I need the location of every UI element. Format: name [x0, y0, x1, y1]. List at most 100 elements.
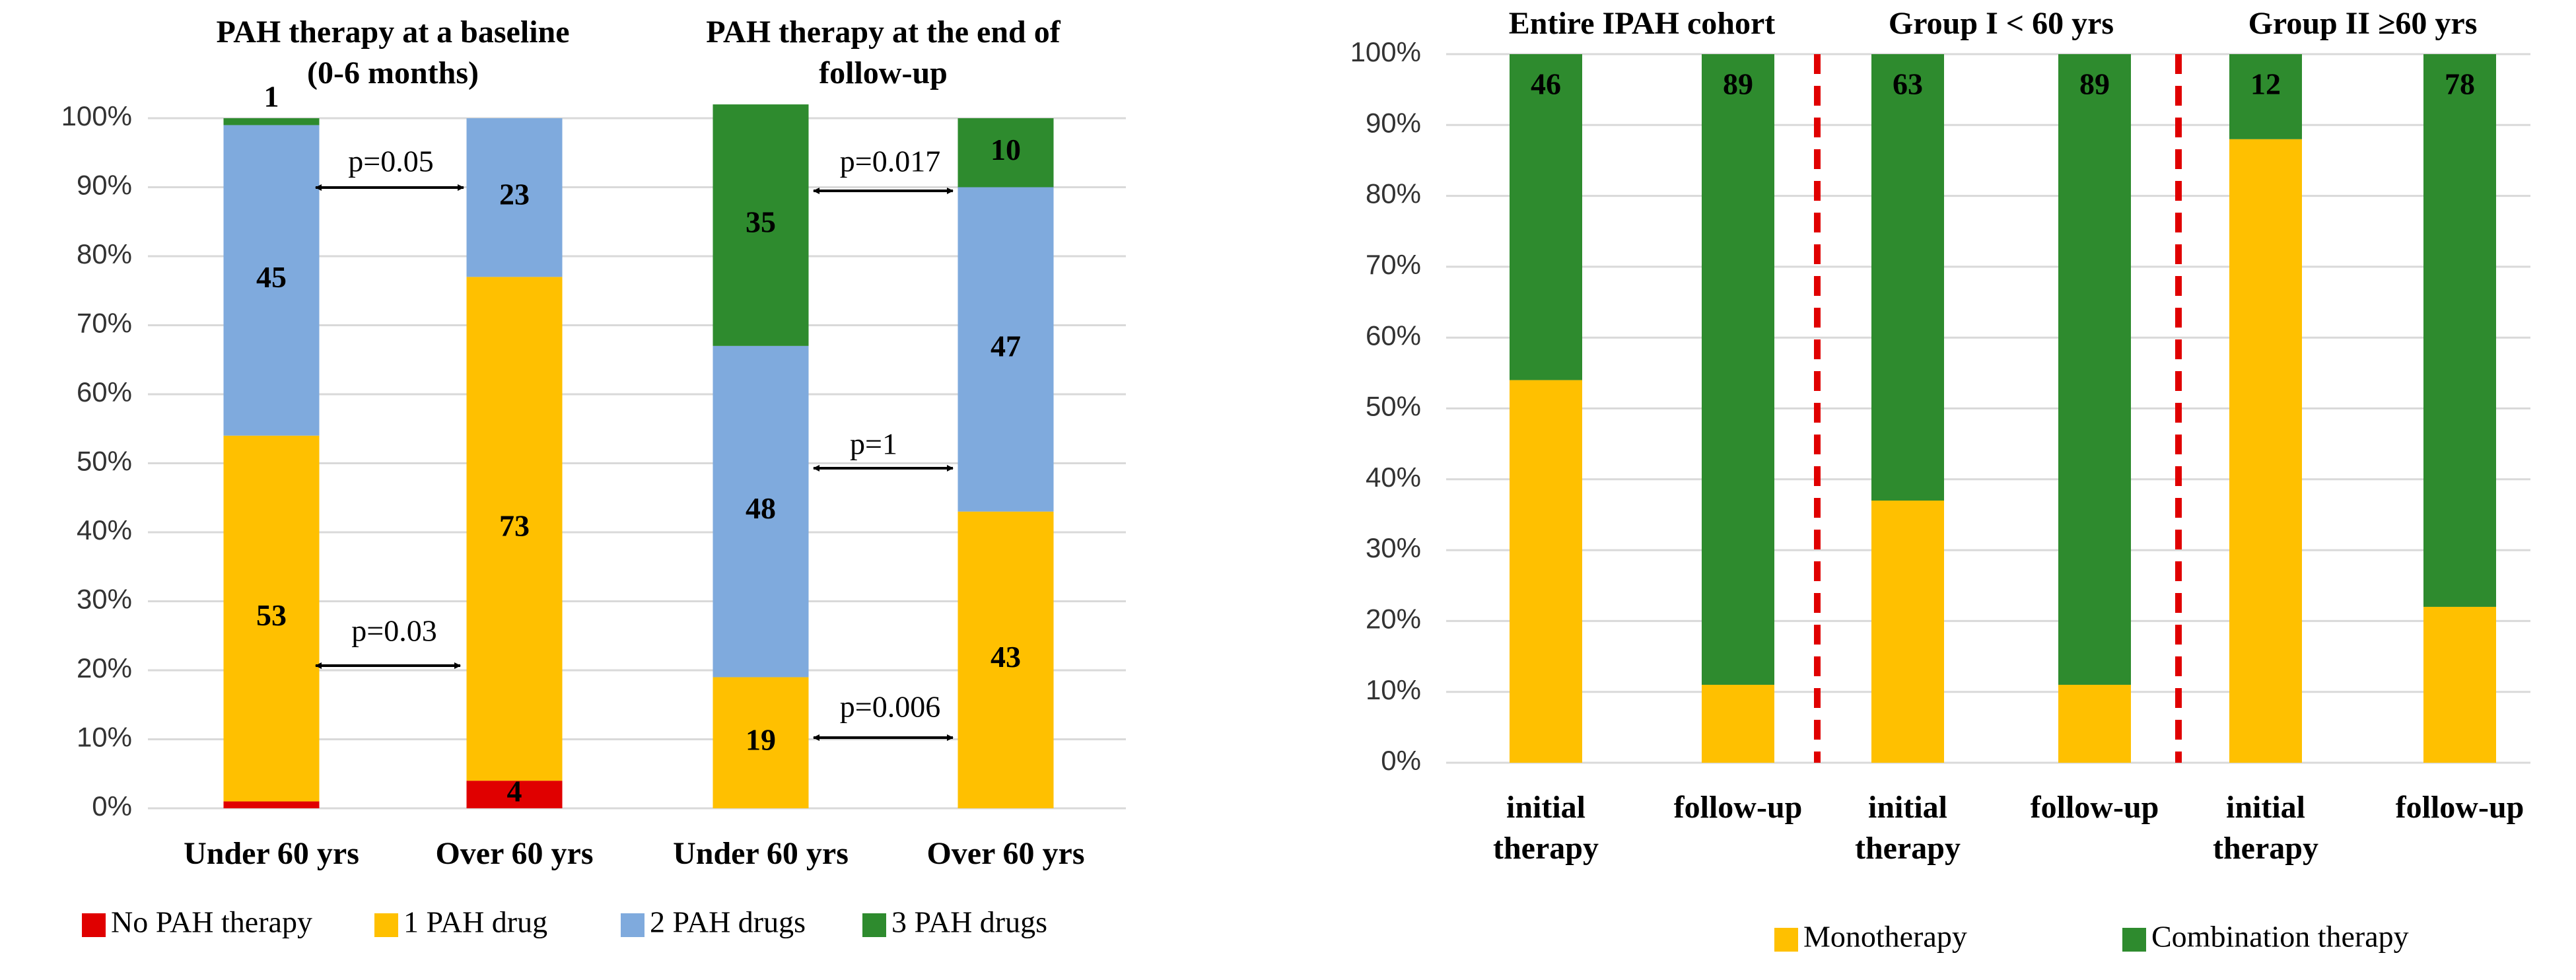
- bar-segment: [223, 435, 320, 802]
- y-tick-label: 80%: [1366, 178, 1421, 209]
- legend-swatch: [862, 913, 886, 937]
- legend-label: 3 PAH drugs: [891, 905, 1047, 939]
- x-tick-label: initial therapy: [1493, 790, 1599, 866]
- data-label: 1: [264, 80, 279, 114]
- data-label: 46: [1531, 67, 1561, 101]
- bar-segment: [1510, 54, 1582, 380]
- x-tick-label: initial therapy: [1855, 790, 1961, 866]
- group-title-box: Group I < 60 yrs: [1888, 6, 2114, 41]
- data-label: 73: [499, 508, 530, 542]
- x-tick-label-box: initial therapy: [2213, 790, 2318, 866]
- y-tick-label: 60%: [77, 376, 132, 407]
- p-value: p=1: [850, 427, 897, 461]
- y-tick-label: 40%: [1366, 462, 1421, 493]
- bar-segment: [957, 511, 1054, 808]
- data-label: 4: [507, 775, 522, 808]
- y-tick-label: 100%: [1350, 36, 1421, 67]
- bar-segment: [223, 118, 320, 125]
- x-tick-label-box: follow-up: [1673, 790, 1803, 825]
- bar-segment: [2058, 54, 2131, 685]
- x-tick-label: follow-up: [2030, 790, 2159, 825]
- data-label: 35: [746, 205, 776, 239]
- y-tick-label: 0%: [1381, 745, 1421, 776]
- group-title-box: PAH therapy at the end of follow-up: [706, 15, 1061, 91]
- p-value: p=0.006: [840, 690, 940, 724]
- p-value: p=0.017: [840, 145, 940, 178]
- x-tick-label: Under 60 yrs: [673, 836, 849, 871]
- bar-segment: [2229, 54, 2302, 139]
- bar-segment: [713, 677, 809, 808]
- group-title-box: Entire IPAH cohort: [1508, 6, 1776, 41]
- bar-segment: [1702, 684, 1774, 763]
- bar-segment: [1871, 54, 1944, 501]
- y-tick-label: 50%: [77, 446, 132, 477]
- data-label: 48: [746, 491, 776, 525]
- y-tick-label: 50%: [1366, 391, 1421, 422]
- bar-segment: [957, 118, 1054, 188]
- p-value: p=0.03: [351, 614, 436, 648]
- bar-segment: [466, 118, 563, 277]
- data-label: 89: [2079, 67, 2110, 101]
- group-title: Group II ≥60 yrs: [2248, 6, 2478, 41]
- x-tick-label: initial therapy: [2213, 790, 2318, 866]
- bar-segment: [2423, 606, 2496, 763]
- x-tick-label-box: follow-up: [2396, 790, 2524, 825]
- legend-label: 1 PAH drug: [403, 905, 547, 939]
- x-tick-label-box: Over 60 yrs: [435, 836, 594, 871]
- y-tick-label: 10%: [1366, 674, 1421, 705]
- data-label: 43: [991, 640, 1021, 674]
- bar-segment: [1510, 380, 1582, 763]
- data-label: 78: [2445, 67, 2475, 101]
- y-tick-label: 10%: [77, 722, 132, 753]
- legend-label: No PAH therapy: [111, 905, 312, 939]
- group-title: Group I < 60 yrs: [1888, 6, 2114, 41]
- group-title: PAH therapy at a baseline (0-6 months): [216, 15, 570, 91]
- bar-segment: [1871, 500, 1944, 763]
- data-label: 45: [256, 260, 287, 294]
- group-title-box: Group II ≥60 yrs: [2248, 6, 2478, 41]
- x-tick-label-box: follow-up: [2030, 790, 2159, 825]
- group-title-box: PAH therapy at a baseline (0-6 months): [216, 15, 570, 91]
- legend-swatch: [82, 913, 106, 937]
- x-tick-label: Over 60 yrs: [435, 836, 594, 871]
- y-tick-label: 0%: [92, 790, 132, 822]
- y-tick-label: 70%: [1366, 249, 1421, 280]
- data-label: 63: [1893, 67, 1923, 101]
- data-label: 53: [256, 598, 287, 632]
- bar-segment: [2229, 139, 2302, 763]
- y-tick-label: 90%: [1366, 107, 1421, 138]
- y-tick-label: 70%: [77, 308, 132, 339]
- bar-segment: [1702, 54, 1774, 685]
- data-label: 89: [1723, 67, 1753, 101]
- x-tick-label-box: initial therapy: [1855, 790, 1961, 866]
- data-label: 23: [499, 178, 530, 211]
- bar-segment: [223, 125, 320, 436]
- group-title: Entire IPAH cohort: [1508, 6, 1776, 41]
- data-label: 10: [991, 133, 1021, 166]
- data-label: 19: [746, 722, 776, 756]
- legend-label: Monotherapy: [1803, 920, 1967, 954]
- bar-segment: [466, 277, 563, 781]
- y-tick-label: 20%: [77, 652, 132, 683]
- x-tick-label-box: initial therapy: [1493, 790, 1599, 866]
- x-tick-label-box: Under 60 yrs: [673, 836, 849, 871]
- x-tick-label: Under 60 yrs: [184, 836, 359, 871]
- x-tick-label: follow-up: [1673, 790, 1803, 825]
- bar-segment: [957, 187, 1054, 512]
- x-tick-label-box: Under 60 yrs: [184, 836, 359, 871]
- bar-segment: [713, 345, 809, 678]
- legend-label: 2 PAH drugs: [650, 905, 806, 939]
- group-title: PAH therapy at the end of follow-up: [706, 15, 1061, 91]
- y-tick-label: 40%: [77, 514, 132, 545]
- y-tick-label: 60%: [1366, 320, 1421, 351]
- y-tick-label: 30%: [77, 584, 132, 615]
- bar-segment: [223, 801, 320, 808]
- x-tick-label: Over 60 yrs: [926, 836, 1085, 871]
- bar-segment: [2058, 684, 2131, 763]
- legend-swatch: [1774, 928, 1798, 952]
- data-label: 47: [991, 330, 1021, 363]
- bar-segment: [466, 781, 563, 808]
- y-tick-label: 30%: [1366, 532, 1421, 563]
- legend-swatch: [374, 913, 398, 937]
